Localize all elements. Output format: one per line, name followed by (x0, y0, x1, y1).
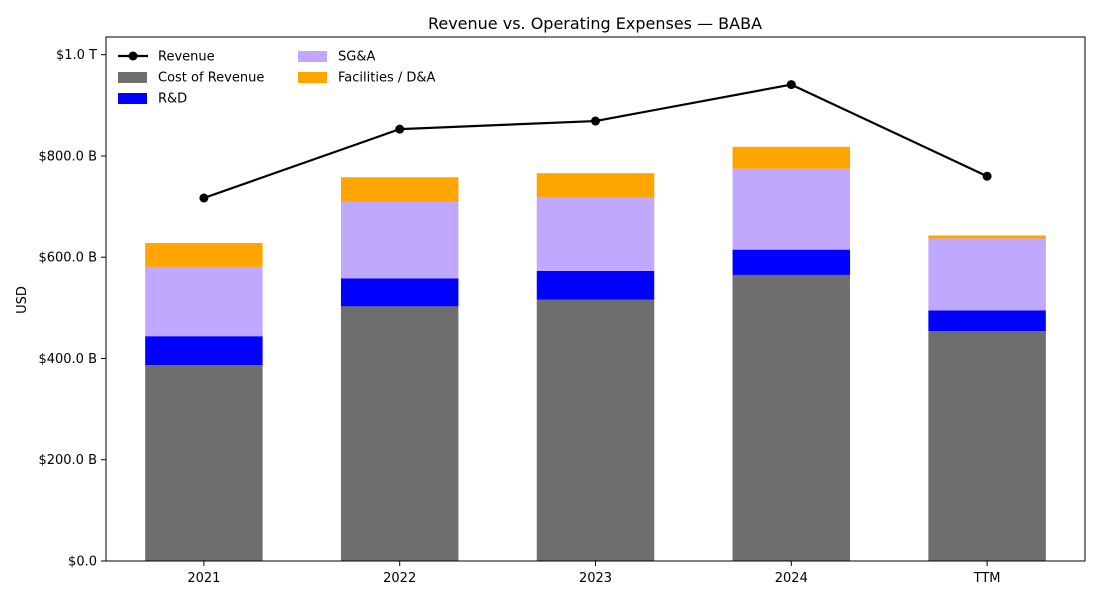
bar-r-d-2021 (145, 336, 263, 366)
x-tick-label: 2021 (187, 571, 220, 586)
bar-sg-a-ttm (928, 238, 1046, 311)
legend-swatch (118, 72, 147, 83)
x-tick-label: 2023 (579, 571, 612, 586)
legend-item-sg-a: SG&A (298, 50, 375, 65)
revenue-point-ttm (982, 171, 992, 181)
bar-cost-of-revenue-2024 (732, 274, 851, 561)
y-tick-label: $400.0 B (38, 352, 97, 367)
x-tick-label: TTM (973, 571, 1001, 586)
y-tick-label: $1.0 T (56, 48, 97, 63)
y-tick-label: $200.0 B (38, 453, 97, 468)
bar-sg-a-2024 (732, 168, 851, 250)
y-tick-label: $800.0 B (38, 149, 97, 164)
legend-label: Facilities / D&A (338, 71, 436, 86)
bar-cost-of-revenue-2023 (536, 299, 655, 561)
legend-swatch (118, 93, 147, 104)
bar-sg-a-2022 (340, 201, 459, 279)
revenue-point-2022 (395, 124, 405, 134)
axes-layer: $0.0 $200.0 B $400.0 B $600.0 B $800.0 B $1.0… (38, 36, 1086, 586)
legend-swatch (298, 51, 327, 62)
x-tick-label: 2022 (383, 571, 416, 586)
bar-layer (145, 146, 1046, 561)
bar-sg-a-2023 (536, 196, 655, 271)
y-tick-label: $600.0 B (38, 251, 97, 266)
legend-label: Revenue (158, 50, 215, 65)
bar-facilities-d-a-2022 (340, 177, 459, 202)
legend-label: Cost of Revenue (158, 71, 264, 86)
y-axis-label: USD (15, 286, 30, 314)
legend-item-r-d: R&D (118, 92, 187, 107)
bar-cost-of-revenue-2021 (145, 365, 263, 561)
chart-title: Revenue vs. Operating Expenses — BABA (428, 14, 762, 33)
revenue-line-layer (199, 80, 992, 203)
bar-cost-of-revenue-2022 (340, 306, 459, 561)
legend-item-facilities-d-a: Facilities / D&A (298, 71, 436, 86)
bar-r-d-ttm (928, 310, 1046, 332)
y-tick-label: $0.0 (68, 555, 97, 570)
legend-item-revenue: Revenue (118, 50, 215, 65)
bar-facilities-d-a-2024 (732, 146, 851, 169)
bar-r-d-2024 (732, 249, 851, 275)
legend-label: R&D (158, 92, 187, 107)
bar-facilities-d-a-ttm (928, 235, 1046, 239)
legend-label: SG&A (338, 50, 375, 65)
legend: Revenue Cost of Revenue R&D SG&A Facilities … (118, 50, 436, 107)
revenue-point-2023 (591, 116, 600, 126)
revenue-point-2021 (199, 193, 209, 203)
bar-r-d-2022 (340, 278, 459, 307)
legend-marker (128, 51, 138, 61)
x-tick-label: 2024 (775, 571, 808, 586)
bar-cost-of-revenue-ttm (928, 331, 1046, 561)
legend-item-cost-of-revenue: Cost of Revenue (118, 71, 264, 86)
bar-r-d-2023 (536, 270, 655, 300)
legend-swatch (298, 72, 327, 83)
bar-sg-a-2021 (145, 266, 263, 337)
bar-facilities-d-a-2021 (145, 243, 263, 267)
bar-facilities-d-a-2023 (536, 173, 655, 197)
revenue-point-2024 (786, 80, 796, 90)
